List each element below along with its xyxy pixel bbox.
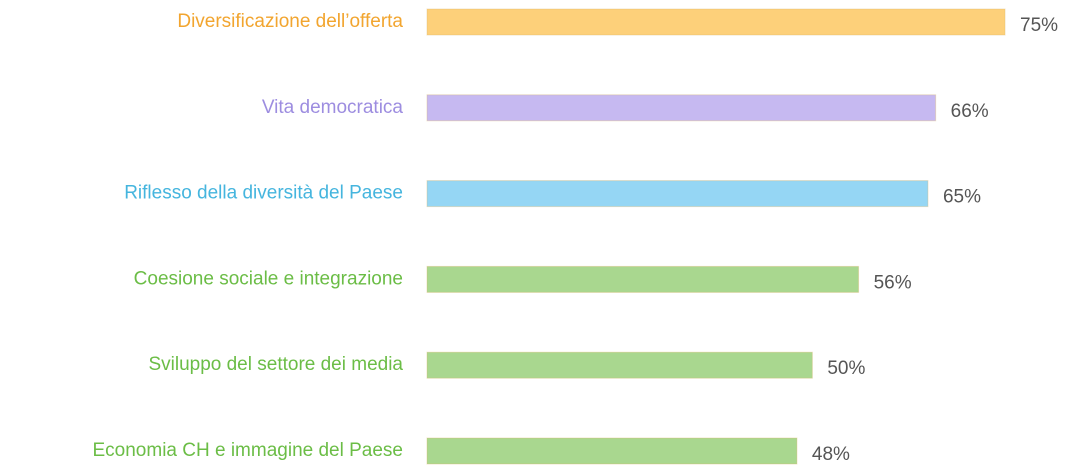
bar (426, 94, 937, 122)
category-label: Riflesso della diversità del Paese (124, 183, 403, 204)
bar (426, 265, 860, 293)
category-label: Diversificazione dell’offerta (177, 11, 403, 32)
value-label: 65% (943, 187, 981, 208)
bar (426, 437, 798, 465)
category-label: Economia CH e immagine del Paese (93, 440, 404, 461)
bar (426, 351, 813, 379)
value-label: 48% (812, 444, 850, 465)
value-label: 56% (874, 272, 912, 293)
bar (426, 8, 1006, 36)
value-label: 66% (951, 101, 989, 122)
value-label: 50% (827, 358, 865, 379)
value-label: 75% (1020, 15, 1058, 36)
category-label: Coesione sociale e integrazione (134, 268, 403, 289)
category-label: Sviluppo del settore dei media (148, 354, 403, 375)
category-label: Vita democratica (262, 97, 404, 118)
bar (426, 180, 929, 208)
